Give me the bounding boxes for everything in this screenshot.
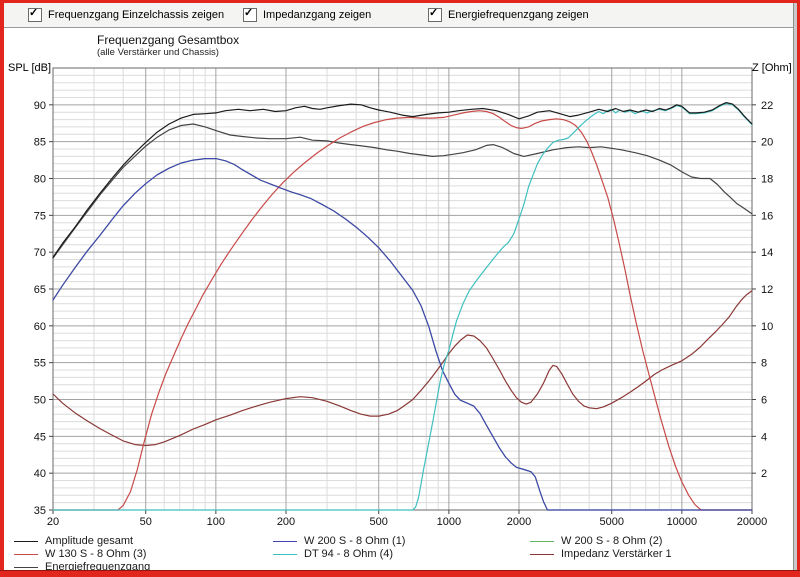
x-tick-label: 200 bbox=[277, 516, 295, 528]
x-tick-label: 10000 bbox=[667, 516, 698, 528]
frame-border-right bbox=[797, 0, 800, 577]
checkbox-label: Energiefrequenzgang zeigen bbox=[448, 9, 589, 21]
curve-amplitude-gesamt bbox=[52, 102, 753, 258]
y-left-tick-label: 35 bbox=[34, 505, 46, 517]
y-left-tick-label: 70 bbox=[34, 247, 46, 259]
x-tick-label: 50 bbox=[140, 516, 152, 528]
x-tick-label: 5000 bbox=[599, 516, 623, 528]
legend-line-swatch bbox=[530, 540, 554, 542]
checkmark-icon: ✓ bbox=[244, 7, 254, 19]
curve-w-200-s-8-ohm-2- bbox=[52, 158, 753, 511]
y-left-tick-label: 85 bbox=[34, 137, 46, 149]
y-right-tick-label: 10 bbox=[761, 321, 773, 333]
legend-item: W 200 S - 8 Ohm (2) bbox=[530, 535, 662, 547]
checkbox-frequenzgang-einzelchassis[interactable]: ✓ Frequenzgang Einzelchassis zeigen bbox=[28, 3, 224, 27]
legend-line-swatch bbox=[273, 553, 297, 555]
y-right-tick-label: 22 bbox=[761, 100, 773, 112]
curve-w-200-s-8-ohm-1- bbox=[52, 158, 753, 511]
checkmark-icon: ✓ bbox=[429, 7, 439, 19]
y-right-tick-label: 4 bbox=[761, 431, 767, 443]
y-left-tick-label: 40 bbox=[34, 468, 46, 480]
legend-item: Amplitude gesamt bbox=[14, 535, 133, 547]
curve-w-130-s-8-ohm-3- bbox=[52, 110, 753, 511]
frame-border-left bbox=[0, 0, 4, 577]
y-right-tick-label: 12 bbox=[761, 284, 773, 296]
y-left-tick-label: 90 bbox=[34, 100, 46, 112]
checkbox-energiefrequenzgang[interactable]: ✓ Energiefrequenzgang zeigen bbox=[428, 3, 589, 27]
y-right-tick-label: 20 bbox=[761, 137, 773, 149]
legend-line-swatch bbox=[273, 540, 297, 542]
curve-impedanz-verst-rker-1 bbox=[52, 290, 753, 447]
legend-label: Amplitude gesamt bbox=[45, 535, 134, 547]
legend-line-swatch bbox=[530, 553, 554, 555]
window-edge-stripe bbox=[793, 3, 798, 570]
chart-title: Frequenzgang Gesamtbox bbox=[97, 33, 240, 47]
y-right-tick-label: 16 bbox=[761, 210, 773, 222]
checkbox-box[interactable]: ✓ bbox=[28, 7, 42, 22]
legend-item: DT 94 - 8 Ohm (4) bbox=[273, 548, 393, 560]
chart-subtitle: (alle Verstärker und Chassis) bbox=[97, 47, 219, 58]
frame-border-bottom bbox=[0, 570, 800, 577]
legend-line-swatch bbox=[14, 566, 38, 568]
y-right-tick-label: 6 bbox=[761, 395, 767, 407]
y-right-axis-title: Z [Ohm] bbox=[752, 62, 792, 74]
x-tick-label: 2000 bbox=[507, 516, 531, 528]
y-left-tick-label: 60 bbox=[34, 321, 46, 333]
y-right-tick-label: 8 bbox=[761, 358, 767, 370]
legend-line-swatch bbox=[14, 553, 38, 555]
legend-label: Impedanz Verstärker 1 bbox=[561, 548, 672, 560]
curve-dt-94-8-ohm-4- bbox=[52, 102, 753, 511]
legend-label: W 200 S - 8 Ohm (1) bbox=[304, 535, 406, 547]
frame-border-top bbox=[0, 0, 800, 3]
legend-item: W 200 S - 8 Ohm (1) bbox=[273, 535, 405, 547]
checkbox-toolbar: ✓ Frequenzgang Einzelchassis zeigen ✓ Im… bbox=[4, 3, 793, 28]
legend-label: W 130 S - 8 Ohm (3) bbox=[45, 548, 147, 560]
chart-panel: Frequenzgang Gesamtbox (alle Verstärker … bbox=[4, 28, 794, 573]
y-left-tick-label: 65 bbox=[34, 284, 46, 296]
checkbox-impedanzgang[interactable]: ✓ Impedanzgang zeigen bbox=[243, 3, 371, 27]
legend-item: W 130 S - 8 Ohm (3) bbox=[14, 548, 146, 560]
legend-item: Impedanz Verstärker 1 bbox=[530, 548, 672, 560]
legend-line-swatch bbox=[14, 540, 38, 542]
y-right-tick-label: 14 bbox=[761, 247, 773, 259]
y-left-tick-label: 80 bbox=[34, 174, 46, 186]
y-left-tick-label: 55 bbox=[34, 358, 46, 370]
y-right-tick-label: 18 bbox=[761, 174, 773, 186]
checkbox-label: Impedanzgang zeigen bbox=[263, 9, 372, 21]
x-tick-label: 500 bbox=[370, 516, 388, 528]
curve-energiefrequenzgang bbox=[52, 123, 753, 259]
x-tick-label: 1000 bbox=[437, 516, 461, 528]
checkbox-box[interactable]: ✓ bbox=[243, 7, 257, 22]
legend-label: W 200 S - 8 Ohm (2) bbox=[561, 535, 663, 547]
y-right-tick-label: 2 bbox=[761, 468, 767, 480]
y-left-tick-label: 75 bbox=[34, 210, 46, 222]
frequency-response-plot: 35 40 45 50 55 60 65 70 75 80 85 90 2 4 6 8 10 12 14 16 18 20… bbox=[34, 67, 773, 528]
checkmark-icon: ✓ bbox=[29, 7, 39, 19]
y-left-tick-label: 50 bbox=[34, 395, 46, 407]
checkbox-box[interactable]: ✓ bbox=[428, 7, 442, 22]
x-tick-label: 20000 bbox=[737, 516, 768, 528]
x-tick-label: 20 bbox=[47, 516, 59, 528]
y-left-axis-title: SPL [dB] bbox=[8, 62, 52, 74]
y-left-tick-label: 45 bbox=[34, 431, 46, 443]
x-tick-label: 100 bbox=[207, 516, 225, 528]
legend-label: DT 94 - 8 Ohm (4) bbox=[304, 548, 394, 560]
checkbox-label: Frequenzgang Einzelchassis zeigen bbox=[48, 9, 225, 21]
